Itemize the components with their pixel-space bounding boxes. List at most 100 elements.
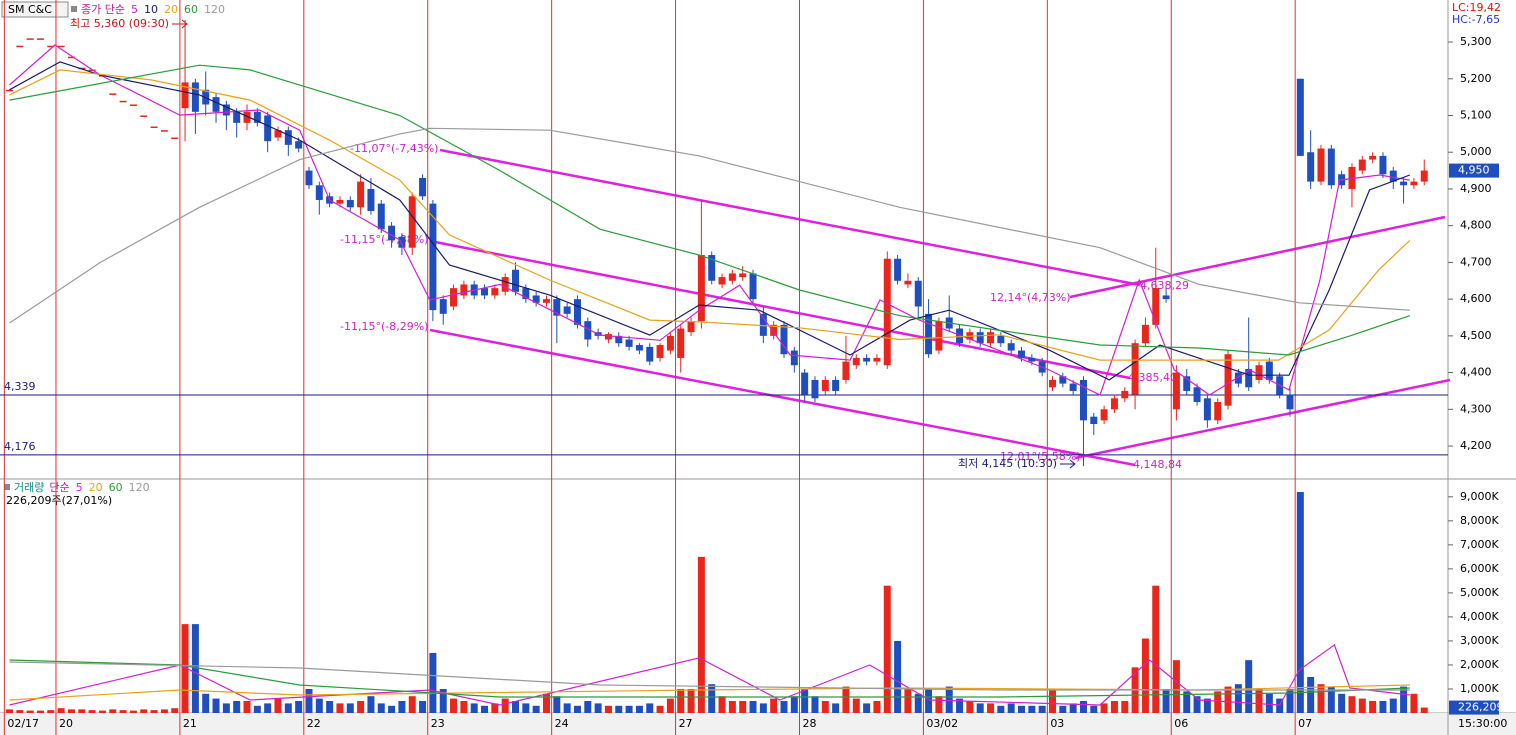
y-tick-label: 4,400 (1460, 366, 1492, 379)
candle-body (563, 306, 571, 314)
candle-body (625, 339, 633, 347)
legend-item: 5 (76, 481, 83, 494)
volume-bar (67, 709, 75, 713)
volume-bar (274, 698, 282, 713)
volume-bar (604, 705, 612, 713)
candle-body (253, 111, 261, 123)
candle-body (47, 45, 55, 48)
volume-bar (284, 703, 292, 713)
candle-body (1286, 394, 1294, 410)
volume-bar (811, 696, 819, 713)
volume-bar (1141, 638, 1149, 713)
volume-bar (666, 698, 674, 713)
x-tick-label: 07 (1298, 717, 1312, 730)
candle-body (36, 38, 44, 40)
annotation: 4,638,29 (1140, 279, 1189, 292)
volume-bar (770, 698, 778, 713)
volume-bar (191, 624, 199, 713)
volume-bar (863, 703, 871, 713)
trend-line (429, 239, 1131, 380)
candle-body (264, 115, 272, 142)
candle-body (1203, 398, 1211, 421)
volume-bar (1389, 698, 1397, 713)
volume-bar (1121, 700, 1129, 713)
time-label: 15:30:00 (1458, 717, 1507, 730)
volume-bar (914, 693, 922, 713)
volume-bar (563, 703, 571, 713)
legend-item: 5 (131, 3, 138, 16)
candle-body (987, 332, 995, 344)
candle-body (6, 89, 14, 92)
volume-bar (264, 703, 272, 713)
candle-body (222, 104, 230, 116)
candle-body (573, 299, 581, 325)
annotation: 4,148,84 (1133, 458, 1182, 471)
candle-body (160, 130, 168, 132)
candle-body (1389, 170, 1397, 182)
candle-body (708, 255, 716, 281)
volume-bar (1110, 700, 1118, 713)
candle-body (976, 332, 984, 344)
candle-body (770, 324, 778, 336)
candle-body (646, 346, 654, 362)
volume-bar (1038, 705, 1046, 713)
ma-line (9, 127, 1410, 324)
volume-bar (749, 700, 757, 713)
volume-bar (697, 556, 705, 713)
legend-marker (71, 6, 77, 12)
volume-bar (904, 688, 912, 713)
candle-body (801, 372, 809, 395)
candle-body (336, 199, 344, 204)
volume-bar (140, 709, 148, 713)
volume-bar (1090, 705, 1098, 713)
candle-body (1400, 181, 1408, 186)
candle-body (357, 181, 365, 208)
candle-body (1059, 376, 1067, 384)
candle-body (346, 199, 354, 208)
candle-body (191, 82, 199, 112)
volume-bar (98, 710, 106, 713)
volume-bar (832, 703, 840, 713)
candle-body (728, 273, 736, 281)
candle-body (1028, 357, 1036, 362)
candle-body (57, 45, 65, 48)
volume-bar (873, 700, 881, 713)
volume-bar (1317, 684, 1325, 713)
volume-bar (1028, 705, 1036, 713)
volume-bar (728, 700, 736, 713)
volume-bar (1007, 703, 1015, 713)
volume-bar (594, 703, 602, 713)
candle-body (687, 321, 695, 333)
candle-body (1069, 383, 1077, 391)
candle-body (852, 357, 860, 366)
y-tick-label: 4,000K (1460, 610, 1499, 623)
volume-bar (47, 710, 55, 713)
last-value-label: 4,950 (1458, 164, 1490, 177)
ma-line (9, 61, 1411, 381)
trend-line (439, 148, 1141, 287)
y-tick-label: 8,000K (1460, 514, 1499, 527)
volume-bar (842, 686, 850, 713)
y-tick-label: 4,900 (1460, 182, 1492, 195)
last-value-label: 226,209 (1458, 701, 1504, 714)
candle-body (873, 357, 881, 362)
volume-bar (1307, 676, 1315, 713)
volume-bar (36, 710, 44, 713)
x-tick-label: 02/17 (7, 717, 39, 730)
candle-body (1007, 343, 1015, 351)
volume-title: 거래량 (14, 481, 44, 494)
volume-bar (491, 703, 499, 713)
candle-body (233, 111, 241, 123)
candle-body (1172, 372, 1180, 410)
high-arrow (172, 19, 188, 29)
volume-bar (109, 709, 117, 713)
candle-body (1193, 387, 1201, 402)
candle-body (914, 280, 922, 307)
volume-bar (1069, 703, 1077, 713)
volume-bar (377, 703, 385, 713)
volume-bar (222, 703, 230, 713)
candle-body (1162, 295, 1170, 300)
candle-body (749, 273, 757, 300)
volume-bar (202, 693, 210, 713)
volume-bar (150, 710, 158, 713)
